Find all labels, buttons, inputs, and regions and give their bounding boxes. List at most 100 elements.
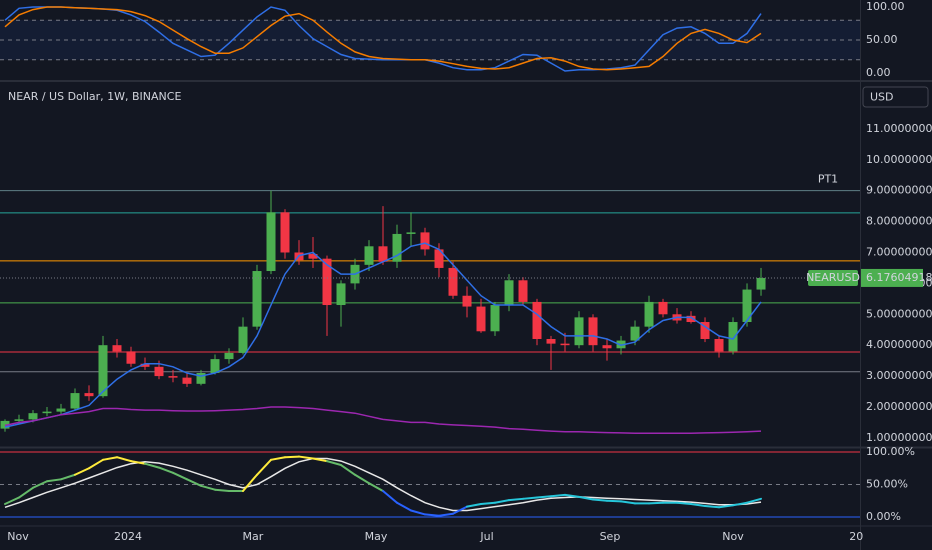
line-segment — [438, 512, 455, 517]
line-segment — [620, 500, 637, 505]
candle-body — [546, 339, 556, 344]
candle-body — [336, 283, 346, 306]
candle-body — [56, 408, 66, 412]
y-tick-label: 3.00000000 — [866, 369, 932, 382]
line — [4, 457, 762, 512]
candle-body — [154, 366, 164, 377]
x-tick-label: Mar — [243, 530, 264, 543]
line-segment — [130, 460, 147, 465]
candle-body — [322, 258, 332, 306]
candle-body — [280, 212, 290, 253]
line — [4, 406, 762, 435]
line-segment — [312, 457, 329, 463]
line-segment — [144, 462, 161, 469]
line-segment — [424, 513, 441, 517]
candle-body — [574, 317, 584, 346]
line-segment — [270, 456, 287, 461]
line — [4, 6, 762, 72]
chart-title: NEAR / US Dollar, 1W, BINANCE — [8, 90, 181, 103]
line-segment — [508, 497, 525, 502]
candle-body — [602, 345, 612, 349]
candle-body — [434, 249, 444, 268]
y-tick-label: 11.00000000 — [866, 122, 932, 135]
candle-body — [532, 301, 542, 340]
y-tick-label: 9.00000000 — [866, 184, 932, 197]
candle-body — [238, 326, 248, 353]
candle-body — [14, 419, 24, 421]
line-segment — [186, 478, 203, 487]
x-tick-label: 2024 — [114, 530, 142, 543]
candle-body — [658, 301, 668, 315]
candle-body — [728, 322, 738, 352]
line-segment — [172, 471, 189, 481]
candle-body — [504, 280, 514, 306]
x-tick-label: Nov — [7, 530, 29, 543]
line-segment — [732, 501, 749, 507]
candle-body — [98, 345, 108, 397]
line-segment — [340, 464, 357, 476]
currency-box[interactable] — [862, 86, 929, 108]
y-tick-label: 0.00% — [866, 510, 901, 523]
candle-body — [518, 280, 528, 302]
line-segment — [452, 505, 469, 515]
line-segment — [368, 482, 385, 493]
candle-body — [406, 232, 416, 234]
line-segment — [31, 480, 48, 489]
line-segment — [746, 497, 763, 504]
line-segment — [256, 458, 273, 476]
line-segment — [158, 466, 175, 474]
y-tick-label: 50.00% — [866, 478, 908, 491]
line-segment — [102, 456, 119, 461]
candle-body — [588, 317, 598, 346]
candle-body — [490, 305, 500, 332]
y-tick-label: 100.00 — [866, 0, 905, 13]
line-segment — [578, 495, 595, 501]
price-box — [861, 268, 923, 287]
candle-body — [700, 322, 710, 340]
candle-body — [448, 267, 458, 296]
currency-label: USD — [870, 91, 894, 104]
line-segment — [676, 501, 693, 506]
symbol-label: NEARUSD — [806, 271, 860, 284]
y-tick-label: 0.00 — [866, 66, 891, 79]
symbol-box — [808, 269, 858, 286]
y-tick-label: 10.00000000 — [866, 153, 932, 166]
candle-body — [112, 345, 122, 352]
candle-body — [182, 377, 192, 384]
candle-body — [742, 289, 752, 323]
candle-body — [686, 315, 696, 323]
line-segment — [564, 493, 581, 498]
candle-body — [252, 271, 262, 327]
line-segment — [690, 503, 707, 507]
line-segment — [298, 455, 315, 460]
line-segment — [592, 498, 609, 502]
y-tick-label: 1.00000000 — [866, 431, 932, 444]
y-tick-label: 8.00000000 — [866, 215, 932, 228]
candle-body — [84, 393, 94, 397]
x-tick-label: Sep — [600, 530, 621, 543]
candle-body — [224, 352, 234, 360]
x-tick-label: Nov — [722, 530, 744, 543]
line-segment — [648, 501, 665, 505]
candle-body — [364, 246, 374, 265]
level-label: PT1 — [818, 173, 838, 186]
last-price-label: 6.17604918 — [866, 271, 932, 284]
y-tick-label: 7.00000000 — [866, 245, 932, 258]
line-segment — [17, 486, 34, 499]
y-tick-label: 4.00000000 — [866, 338, 932, 351]
line-segment — [382, 490, 399, 504]
line-segment — [704, 504, 721, 509]
line-segment — [354, 473, 371, 485]
candle-body — [126, 351, 136, 364]
line-segment — [45, 478, 62, 483]
line-segment — [550, 493, 567, 498]
line-segment — [718, 504, 735, 509]
candle-body — [714, 339, 724, 352]
line-segment — [410, 509, 427, 516]
line-segment — [59, 473, 76, 481]
line-segment — [200, 484, 217, 491]
line-segment — [73, 467, 91, 476]
line-segment — [284, 455, 301, 459]
candle-body — [462, 295, 472, 307]
